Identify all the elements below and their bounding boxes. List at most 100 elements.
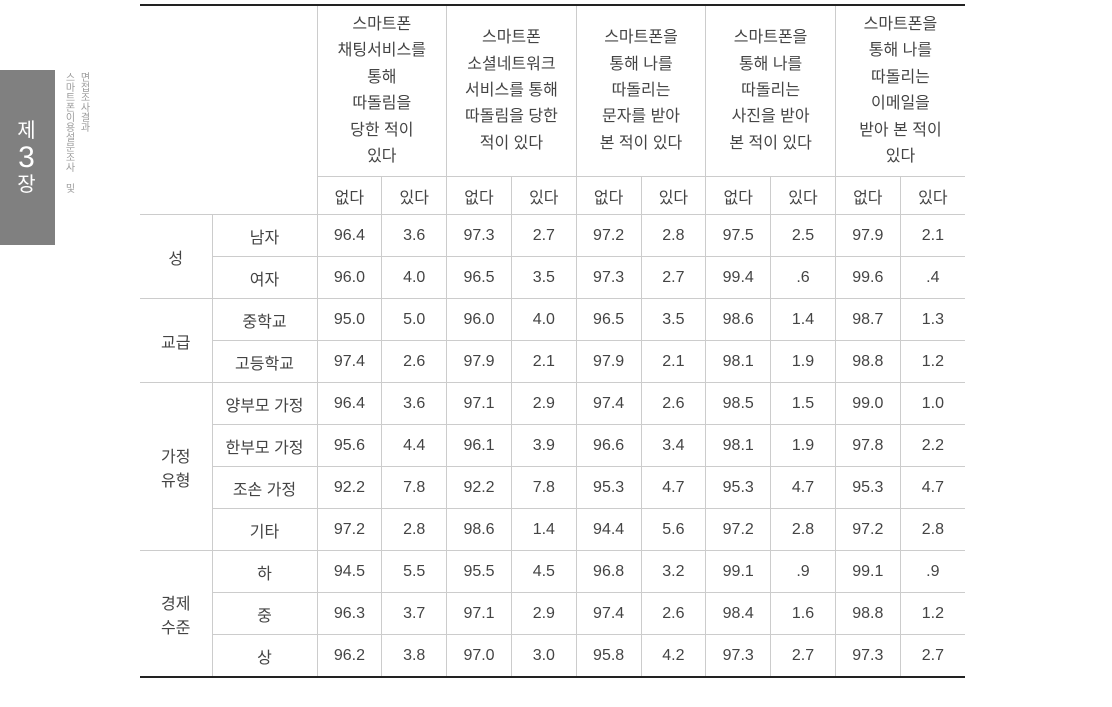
data-cell: 4.2 [641,635,706,677]
row-group-label: 성 [140,215,212,299]
chapter-captions: 스마트폰이용설문조사 및 면접조사결과 [55,70,90,245]
sub-header: 없다 [576,177,641,215]
data-cell: 97.5 [706,215,771,257]
data-cell: 96.8 [576,551,641,593]
table-row: 고등학교97.42.697.92.197.92.198.11.998.81.2 [140,341,965,383]
data-cell: 97.3 [447,215,512,257]
group-header: 스마트폰소셜네트워크서비스를 통해따돌림을 당한적이 있다 [447,5,577,177]
table-row: 여자96.04.096.53.597.32.799.4.699.6.4 [140,257,965,299]
data-cell: 97.4 [576,383,641,425]
chapter-caption-a: 스마트폰이용설문조사 및 [62,72,75,193]
data-cell: 97.8 [835,425,900,467]
data-cell: 3.2 [641,551,706,593]
data-cell: 2.8 [641,215,706,257]
chapter-suffix: 장 [17,173,37,197]
data-cell: 4.7 [641,467,706,509]
sub-header: 없다 [447,177,512,215]
data-cell: 96.3 [317,593,382,635]
sub-header: 있다 [771,177,836,215]
data-cell: 2.7 [771,635,836,677]
row-label: 여자 [212,257,317,299]
data-cell: 98.1 [706,425,771,467]
data-cell: 99.1 [706,551,771,593]
group-header: 스마트폰을통해 나를따돌리는이메일을받아 본 적이있다 [835,5,965,177]
blank-corner [140,5,317,215]
sub-header: 있다 [511,177,576,215]
data-cell: 98.8 [835,341,900,383]
sub-header: 없다 [317,177,382,215]
data-cell: 97.0 [447,635,512,677]
data-cell: 3.6 [382,215,447,257]
data-cell: 97.4 [317,341,382,383]
data-cell: 95.3 [706,467,771,509]
data-cell: 3.7 [382,593,447,635]
data-cell: 1.2 [900,593,965,635]
table-row: 성남자96.43.697.32.797.22.897.52.597.92.1 [140,215,965,257]
data-cell: 96.1 [447,425,512,467]
data-cell: 2.8 [382,509,447,551]
row-label: 기타 [212,509,317,551]
data-cell: 96.5 [576,299,641,341]
data-cell: 3.5 [511,257,576,299]
data-cell: 3.5 [641,299,706,341]
data-cell: 4.0 [382,257,447,299]
data-cell: 1.4 [511,509,576,551]
row-label: 고등학교 [212,341,317,383]
data-cell: 96.6 [576,425,641,467]
data-cell: 97.9 [447,341,512,383]
table-row: 상96.23.897.03.095.84.297.32.797.32.7 [140,635,965,677]
data-cell: 97.2 [835,509,900,551]
chapter-caption-b: 면접조사결과 [77,72,90,132]
group-header: 스마트폰을통해 나를따돌리는문자를 받아본 적이 있다 [576,5,706,177]
data-cell: 96.0 [317,257,382,299]
data-cell: 94.5 [317,551,382,593]
data-cell: 97.1 [447,593,512,635]
data-cell: 2.8 [900,509,965,551]
data-cell: 2.7 [511,215,576,257]
data-cell: 94.4 [576,509,641,551]
data-cell: 2.1 [900,215,965,257]
data-cell: .9 [771,551,836,593]
data-cell: 4.4 [382,425,447,467]
data-cell: .9 [900,551,965,593]
chapter-sidebar: 제 3 장 스마트폰이용설문조사 및 면접조사결과 [0,70,90,245]
row-label: 하 [212,551,317,593]
row-label: 남자 [212,215,317,257]
sub-header: 없다 [835,177,900,215]
data-cell: 92.2 [317,467,382,509]
data-cell: 1.9 [771,425,836,467]
row-label: 한부모 가정 [212,425,317,467]
data-cell: 95.6 [317,425,382,467]
data-cell: 4.7 [900,467,965,509]
data-cell: 98.7 [835,299,900,341]
row-label: 상 [212,635,317,677]
data-cell: 96.0 [447,299,512,341]
data-cell: 4.7 [771,467,836,509]
data-cell: 1.3 [900,299,965,341]
data-cell: 98.4 [706,593,771,635]
data-cell: 97.3 [835,635,900,677]
data-cell: 97.9 [835,215,900,257]
table-row: 조손 가정92.27.892.27.895.34.795.34.795.34.7 [140,467,965,509]
data-cell: 96.2 [317,635,382,677]
data-cell: 2.1 [641,341,706,383]
table-row: 경제수준하94.55.595.54.596.83.299.1.999.1.9 [140,551,965,593]
sub-header: 없다 [706,177,771,215]
data-cell: 97.3 [576,257,641,299]
data-cell: 99.6 [835,257,900,299]
data-cell: 1.9 [771,341,836,383]
data-cell: 1.2 [900,341,965,383]
data-cell: 5.6 [641,509,706,551]
data-cell: 2.2 [900,425,965,467]
data-cell: 96.4 [317,383,382,425]
data-cell: 97.3 [706,635,771,677]
table-body: 성남자96.43.697.32.797.22.897.52.597.92.1여자… [140,215,965,677]
row-group-label: 교급 [140,299,212,383]
table-row: 한부모 가정95.64.496.13.996.63.498.11.997.82.… [140,425,965,467]
data-cell: 96.5 [447,257,512,299]
data-cell: 2.1 [511,341,576,383]
data-cell: 1.6 [771,593,836,635]
chapter-prefix: 제 [17,119,37,143]
data-cell: 98.6 [706,299,771,341]
data-cell: 3.6 [382,383,447,425]
